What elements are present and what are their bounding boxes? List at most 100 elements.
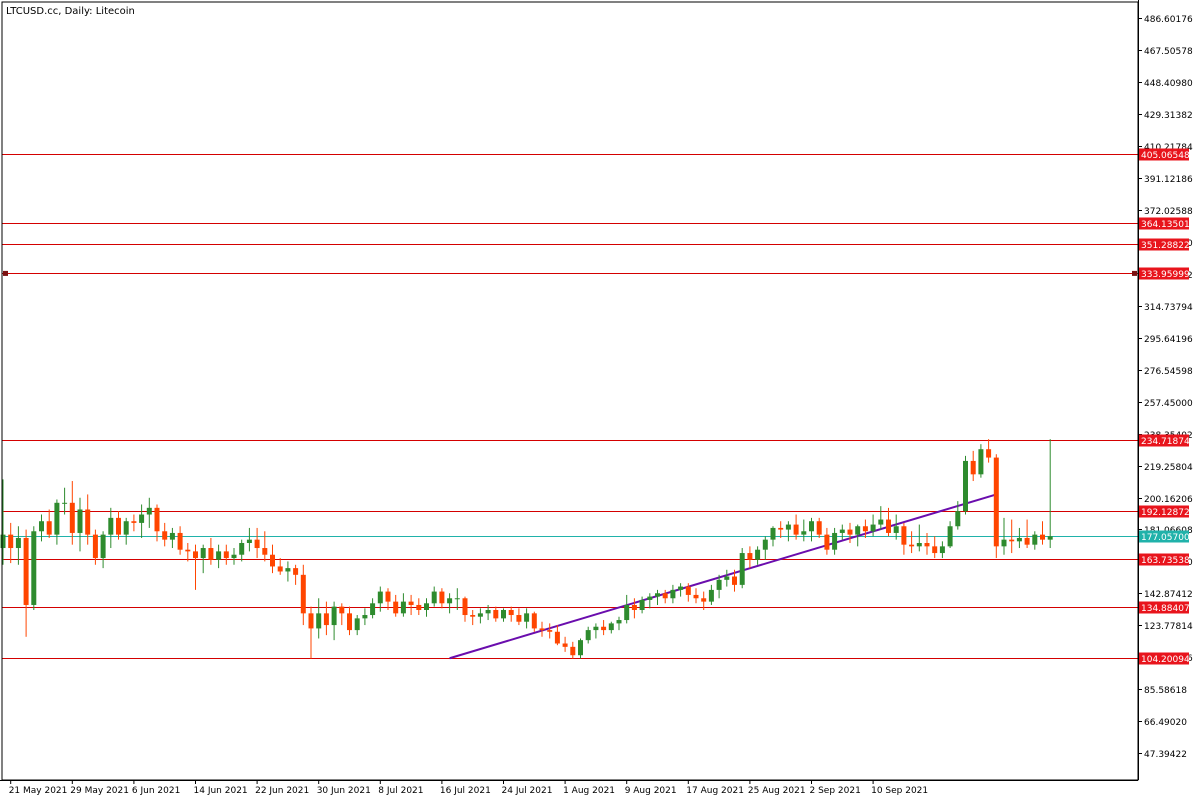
candle — [578, 638, 583, 659]
time-tick-label: 16 Jul 2021 — [440, 786, 491, 796]
candle — [685, 583, 691, 602]
level-label: 351.28822 — [1141, 241, 1190, 251]
candle-body — [69, 502, 75, 533]
candle-body — [970, 460, 976, 475]
price-tick-label: 123.77814 — [1144, 622, 1193, 632]
level-label-bg — [1139, 434, 1189, 447]
candle-body — [631, 604, 637, 610]
candle — [254, 527, 260, 559]
time-tick-label: 8 Jul 2021 — [378, 786, 423, 796]
candle-body — [46, 521, 52, 535]
candle — [331, 601, 337, 641]
candle-body — [939, 546, 945, 554]
candle — [139, 504, 145, 538]
candle — [85, 494, 91, 545]
candle — [454, 588, 460, 610]
candle-body — [816, 521, 822, 535]
candle — [285, 561, 291, 582]
candle-body — [169, 532, 175, 540]
candle-body — [870, 524, 876, 532]
candle-body — [223, 551, 229, 559]
candle-body — [462, 598, 468, 616]
candle — [416, 598, 422, 616]
candle-body — [862, 526, 868, 532]
time-tick-label: 14 Jun 2021 — [194, 786, 248, 796]
candle — [185, 542, 191, 562]
candle — [1032, 531, 1038, 550]
candle-body — [685, 586, 691, 595]
candle — [801, 519, 807, 542]
candle — [916, 524, 922, 552]
candle — [462, 596, 468, 622]
time-tick-label: 29 May 2021 — [70, 786, 129, 796]
candle-body — [331, 606, 337, 626]
candle — [832, 527, 838, 555]
candle — [878, 506, 884, 530]
candle — [123, 517, 129, 545]
candle — [323, 601, 329, 636]
candle — [647, 593, 653, 609]
candle-body — [963, 460, 968, 512]
level-label-bg — [1139, 238, 1189, 251]
price-axis-area — [1138, 0, 1200, 780]
candle-body — [39, 521, 44, 532]
candle-body — [1047, 536, 1053, 540]
candle-body — [662, 593, 668, 599]
candle — [716, 574, 722, 599]
candle — [223, 544, 229, 565]
level-label-bg — [1139, 553, 1189, 566]
candle-body — [1001, 539, 1007, 547]
candle-body — [246, 539, 252, 543]
time-tick-label: 10 Sep 2021 — [871, 786, 928, 796]
candle — [246, 527, 252, 552]
candle — [154, 504, 160, 542]
candle-body — [85, 509, 91, 535]
candle — [862, 519, 868, 538]
candle-body — [524, 613, 530, 622]
candle — [169, 527, 175, 549]
candle — [485, 604, 491, 621]
candle-body — [108, 517, 114, 535]
candle-body — [254, 539, 260, 549]
candle — [400, 593, 406, 617]
candle — [970, 450, 976, 482]
candle-body — [239, 542, 245, 555]
candle — [755, 546, 761, 565]
candle-body — [993, 457, 999, 547]
candle-body — [832, 532, 838, 550]
level-labels: 405.06548 364.13501 351.28822 333.95999 234.… — [1139, 148, 1190, 665]
candle-body — [262, 548, 268, 555]
candle — [762, 536, 768, 560]
candle-body — [424, 603, 429, 610]
current-price-label: 177.05700 — [1141, 533, 1190, 543]
candle — [739, 548, 745, 589]
candle-body — [308, 613, 314, 629]
candle — [370, 598, 376, 619]
candle — [1001, 517, 1007, 555]
candle — [593, 623, 599, 639]
candle-body — [1032, 534, 1038, 545]
price-tick-label: 467.50578 — [1144, 47, 1193, 57]
candle-body — [1009, 539, 1015, 542]
level-label: 134.88407 — [1141, 604, 1190, 614]
candle-body — [139, 514, 145, 523]
level-label: 364.13501 — [1141, 220, 1190, 230]
candle — [1040, 521, 1045, 545]
candle — [993, 454, 999, 559]
candle-body — [193, 551, 198, 559]
candle — [701, 591, 707, 610]
candle-body — [839, 529, 845, 533]
candle-body — [285, 568, 291, 572]
candle — [924, 532, 930, 555]
candle-body — [716, 579, 722, 590]
trendline-group — [449, 493, 997, 660]
candle-body — [724, 576, 730, 580]
candle-body — [385, 591, 391, 602]
candle-body — [1016, 537, 1022, 542]
candle — [947, 521, 953, 549]
time-tick-label: 17 Aug 2021 — [686, 786, 744, 796]
candle-body — [316, 613, 322, 629]
